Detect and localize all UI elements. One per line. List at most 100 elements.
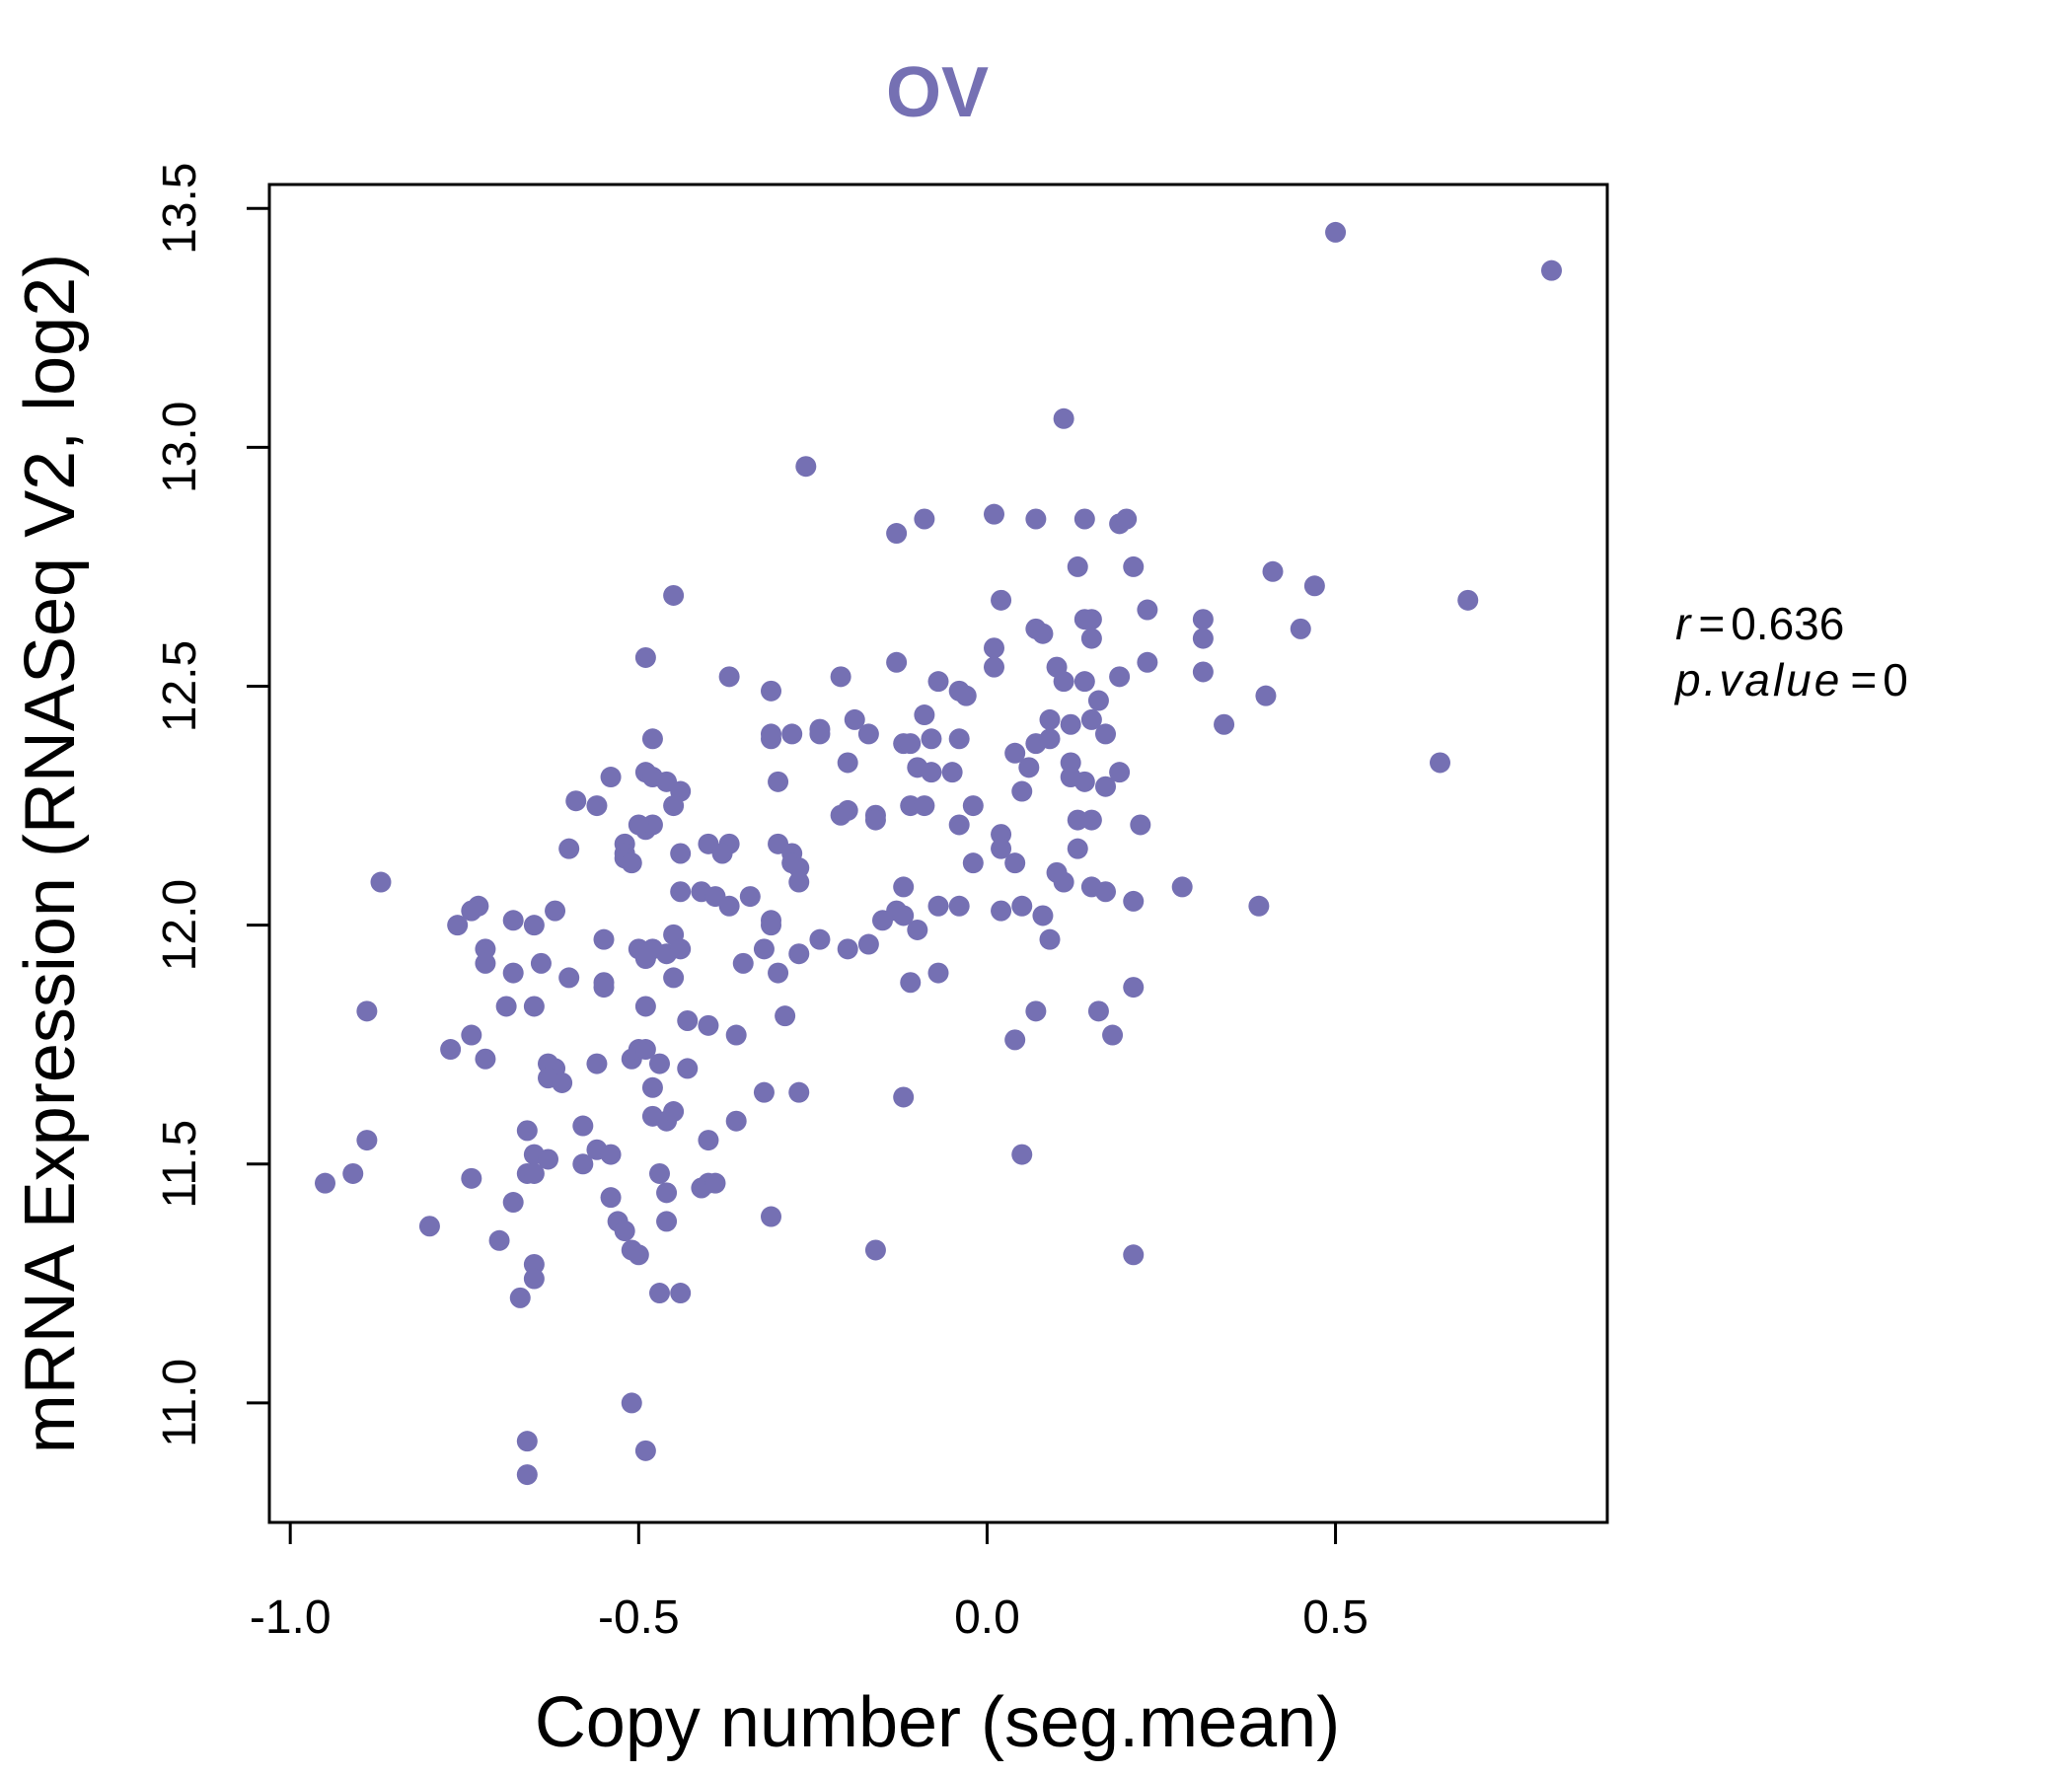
data-point: [886, 651, 908, 673]
data-point: [1032, 623, 1054, 644]
data-point: [948, 814, 970, 836]
data-point: [1123, 555, 1145, 577]
data-point: [1192, 661, 1214, 683]
data-point: [1032, 905, 1054, 926]
data-point: [857, 723, 879, 745]
data-point: [948, 895, 970, 917]
data-point: [864, 809, 886, 831]
data-point: [516, 1431, 538, 1452]
y-tick-label: 12.5: [154, 640, 206, 732]
data-point: [718, 666, 740, 688]
data-point: [1102, 1024, 1124, 1046]
data-point: [753, 1081, 775, 1103]
data-point: [523, 996, 545, 1017]
data-point: [634, 1039, 656, 1061]
data-point: [1541, 259, 1562, 281]
data-point: [1109, 666, 1131, 688]
data-point: [1060, 752, 1081, 774]
data-point: [893, 1086, 915, 1108]
data-point: [788, 1081, 810, 1103]
data-point: [941, 762, 963, 783]
r-value: 0.636: [1731, 598, 1844, 649]
data-point: [1011, 780, 1033, 802]
data-point: [1039, 708, 1061, 730]
data-point: [523, 1268, 545, 1290]
data-point: [1025, 508, 1047, 530]
data-point: [704, 1172, 726, 1194]
data-point: [475, 1048, 496, 1070]
data-point: [656, 1182, 678, 1204]
data-point: [984, 503, 1004, 525]
data-point: [893, 905, 915, 926]
data-point: [872, 910, 893, 931]
data-point: [698, 1014, 719, 1036]
data-point: [1137, 651, 1158, 673]
data-point: [461, 1167, 482, 1189]
data-point: [663, 967, 685, 989]
data-point: [649, 1053, 670, 1074]
data-point: [677, 1010, 699, 1031]
data-point: [753, 938, 775, 960]
data-point: [962, 795, 984, 817]
y-tick-label: 12.0: [154, 879, 206, 971]
data-point: [461, 1024, 482, 1046]
data-point: [502, 910, 524, 931]
data-point: [1262, 560, 1284, 582]
data-point: [670, 881, 692, 903]
x-tick-label: -1.0: [250, 1591, 332, 1644]
data-point: [586, 1053, 608, 1074]
data-point: [356, 1000, 378, 1022]
data-point: [864, 1239, 886, 1261]
data-point: [837, 938, 858, 960]
data-point: [614, 1221, 635, 1242]
data-point: [698, 1130, 719, 1151]
data-point: [663, 795, 685, 817]
data-point: [600, 767, 622, 788]
data-point: [795, 456, 817, 478]
data-point: [634, 996, 656, 1017]
data-point: [1095, 881, 1116, 903]
data-point: [1255, 685, 1277, 706]
x-axis: -1.0 -0.5 0.0 0.5: [250, 1520, 1369, 1644]
data-point: [1004, 852, 1026, 874]
data-point: [315, 1172, 335, 1194]
data-point: [370, 871, 392, 893]
chart-title: OV: [886, 53, 989, 132]
data-point: [552, 1072, 573, 1093]
data-point: [572, 1153, 594, 1175]
data-point: [1290, 618, 1311, 639]
data-point: [1123, 1244, 1145, 1266]
data-point: [1123, 890, 1145, 912]
data-point: [955, 685, 977, 706]
data-point: [1080, 809, 1102, 831]
data-point: [1080, 708, 1102, 730]
data-point: [927, 895, 949, 917]
data-point: [711, 843, 733, 864]
data-point: [991, 838, 1012, 859]
data-point: [538, 1148, 558, 1170]
data-point: [768, 962, 789, 984]
data-point: [927, 962, 949, 984]
data-point: [663, 584, 685, 606]
data-point: [809, 718, 831, 740]
data-point: [1123, 977, 1145, 999]
r-label: r: [1675, 598, 1692, 649]
data-point: [516, 1120, 538, 1142]
data-point: [586, 795, 608, 817]
data-point: [1095, 723, 1116, 745]
data-point: [502, 1192, 524, 1214]
data-point: [725, 1024, 747, 1046]
data-point: [649, 1283, 670, 1304]
y-axis: 11.0 11.5 12.0 12.5 13.0 13.5: [154, 163, 271, 1447]
data-point: [1116, 508, 1138, 530]
data-point: [739, 886, 761, 908]
data-point: [475, 938, 496, 960]
data-point: [725, 1110, 747, 1132]
data-point: [1067, 555, 1088, 577]
data-point: [677, 1058, 699, 1079]
data-point: [628, 814, 649, 836]
data-point: [600, 1144, 622, 1165]
data-point: [1080, 628, 1102, 649]
data-point: [718, 895, 740, 917]
data-point: [1018, 757, 1040, 778]
